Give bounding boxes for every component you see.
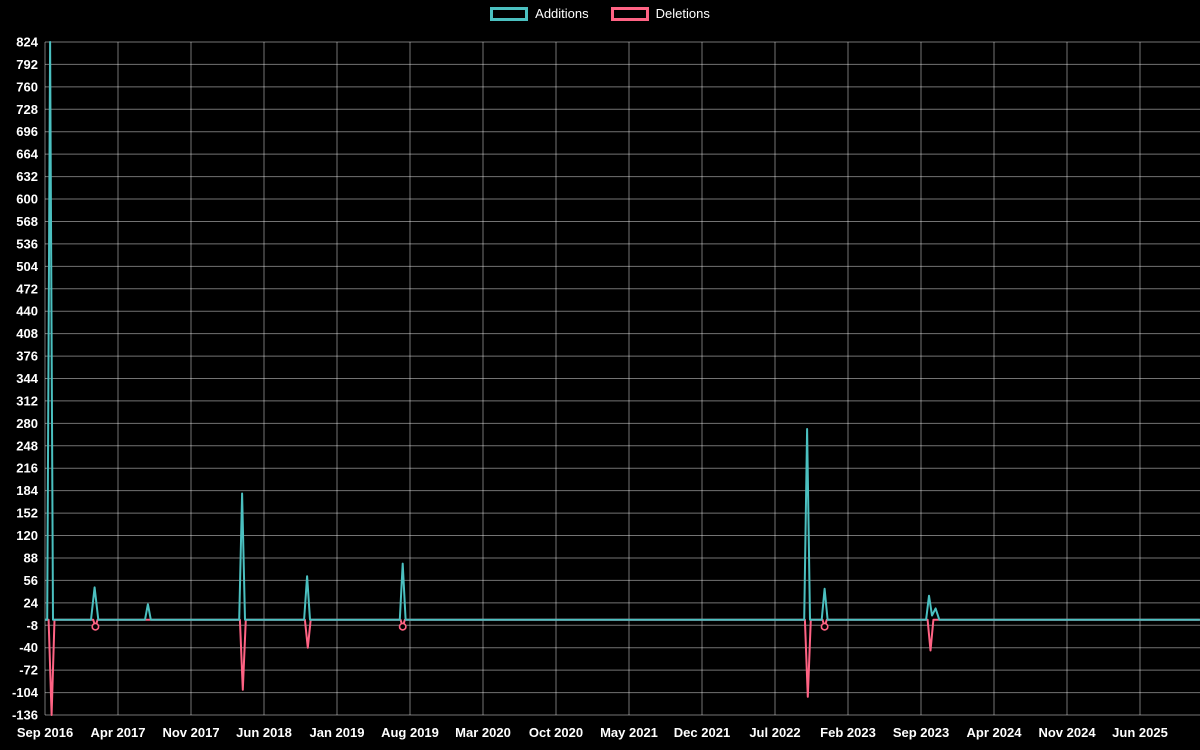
x-tick-label: Nov 2017: [162, 725, 219, 740]
x-tick-label: Sep 2023: [893, 725, 949, 740]
legend-label-deletions: Deletions: [655, 6, 710, 21]
y-tick-label: 824: [16, 35, 38, 50]
y-tick-label: 56: [24, 573, 38, 588]
y-tick-label: -40: [19, 640, 38, 655]
x-tick-label: Nov 2024: [1038, 725, 1096, 740]
y-tick-label: -8: [26, 618, 38, 633]
y-tick-label: 408: [16, 326, 38, 341]
y-tick-label: 120: [16, 528, 38, 543]
y-tick-label: 728: [16, 102, 38, 117]
x-tick-label: Apr 2017: [91, 725, 146, 740]
y-tick-label: 600: [16, 192, 38, 207]
y-tick-label: 472: [16, 281, 38, 296]
y-tick-label: 88: [24, 550, 38, 565]
y-tick-label: 376: [16, 349, 38, 364]
y-tick-label: 792: [16, 57, 38, 72]
y-tick-label: -136: [12, 708, 38, 723]
data-point-marker-deletions: [398, 622, 407, 631]
deletions-swatch-icon: [610, 6, 649, 21]
x-tick-label: Jan 2019: [310, 725, 365, 740]
legend-label-additions: Additions: [535, 6, 589, 21]
y-tick-label: 344: [16, 371, 38, 386]
x-tick-label: Feb 2023: [820, 725, 876, 740]
y-tick-label: 24: [24, 595, 39, 610]
x-tick-label: Jul 2022: [749, 725, 800, 740]
x-tick-label: Oct 2020: [529, 725, 583, 740]
y-tick-label: 632: [16, 169, 38, 184]
legend-item-additions[interactable]: Additions: [490, 6, 589, 21]
series-line-additions: [45, 41, 1200, 621]
y-tick-label: 248: [16, 438, 38, 453]
additions-swatch-icon: [490, 6, 529, 21]
y-tick-label: 312: [16, 393, 38, 408]
y-tick-label: 536: [16, 236, 38, 251]
y-tick-label: 696: [16, 124, 38, 139]
x-tick-label: Sep 2016: [17, 725, 73, 740]
x-tick-label: May 2021: [600, 725, 658, 740]
x-tick-label: Jun 2018: [236, 725, 292, 740]
legend-item-deletions[interactable]: Deletions: [610, 6, 710, 21]
series-line-deletions: [45, 618, 1200, 716]
y-tick-label: -72: [19, 663, 38, 678]
x-tick-label: Aug 2019: [381, 725, 439, 740]
y-tick-label: 504: [16, 259, 38, 274]
y-tick-label: 152: [16, 506, 38, 521]
chart-legend: Additions Deletions: [0, 6, 1200, 21]
y-tick-label: 440: [16, 304, 38, 319]
y-tick-label: 568: [16, 214, 38, 229]
x-tick-label: Apr 2024: [967, 725, 1023, 740]
x-tick-label: Dec 2021: [674, 725, 730, 740]
y-tick-label: 184: [16, 483, 38, 498]
y-tick-label: 216: [16, 461, 38, 476]
y-tick-label: 760: [16, 79, 38, 94]
y-tick-label: 280: [16, 416, 38, 431]
x-tick-label: Jun 2025: [1112, 725, 1168, 740]
x-tick-label: Mar 2020: [455, 725, 511, 740]
y-tick-label: 664: [16, 147, 38, 162]
data-point-marker-deletions: [91, 622, 100, 631]
y-tick-label: -104: [12, 685, 39, 700]
data-point-marker-deletions: [820, 622, 829, 631]
